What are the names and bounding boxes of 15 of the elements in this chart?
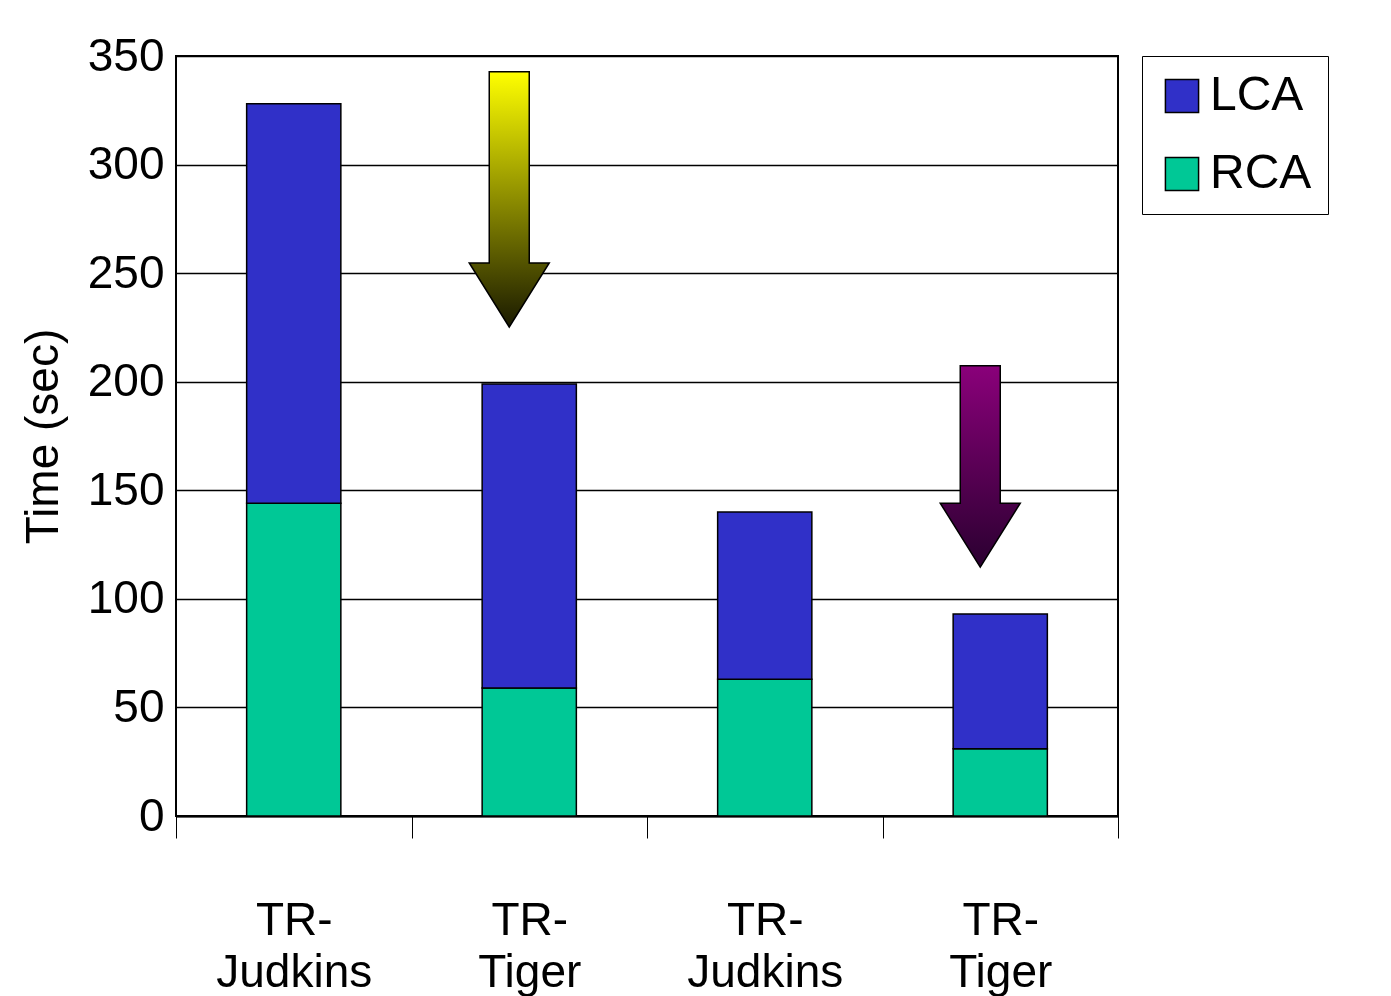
y-tick-label: 350 [87,28,165,81]
legend-label: RCA [1210,145,1312,198]
y-tick-label: 250 [87,245,165,298]
y-tick-label: 100 [87,571,165,624]
y-tick-label: 200 [87,354,165,407]
x-tick-label: TR-Tiger [478,892,582,996]
y-tick-label: 300 [87,137,165,190]
x-tick-label: TR-Judkins [687,892,844,996]
y-tick-label: 0 [138,788,165,841]
y-tick-label: 50 [113,679,165,732]
y-axis-title: Time (sec) [15,328,68,545]
y-tick-label: 150 [87,462,165,515]
x-tick-label: TR-Tiger [949,892,1053,996]
legend-label: LCA [1210,67,1304,120]
x-tick-label: TR-Judkins [216,892,373,996]
